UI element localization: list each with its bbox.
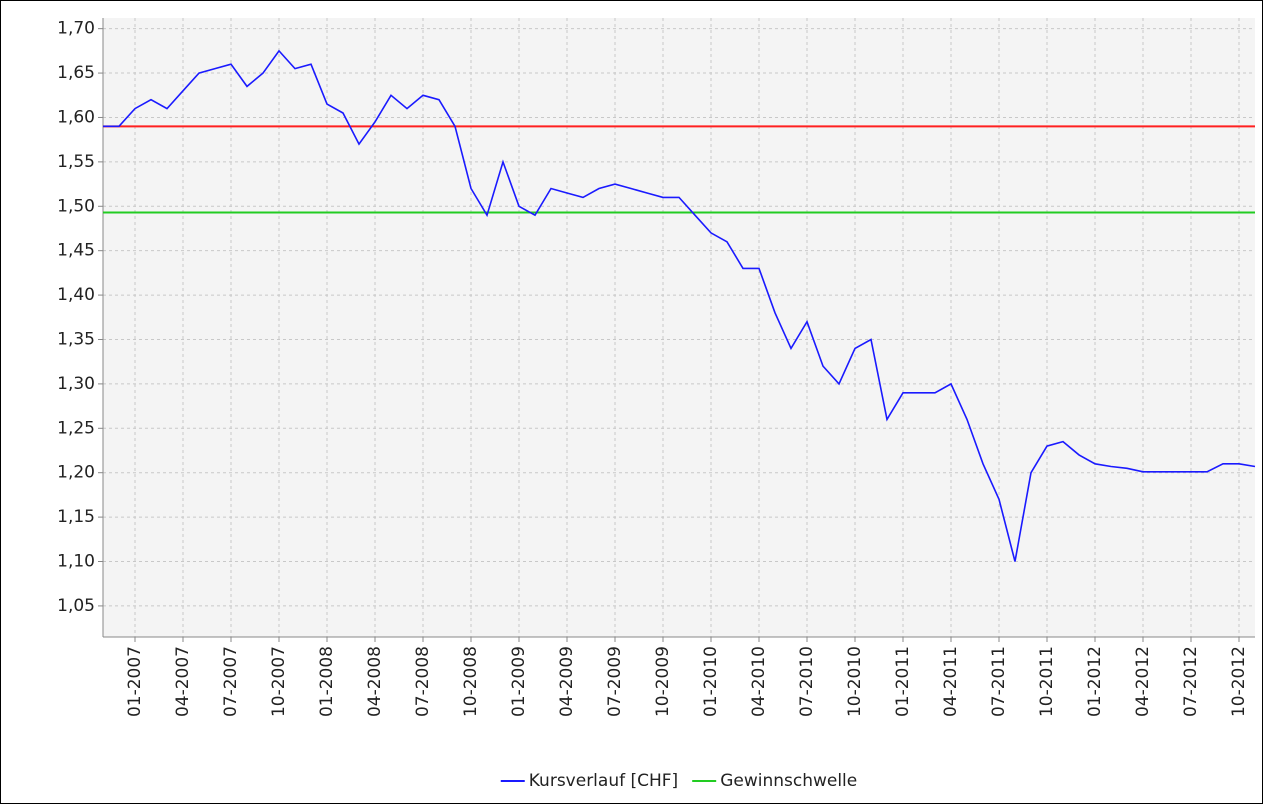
x-tick-label: 01-2010 xyxy=(701,646,721,717)
x-tick-label: 07-2010 xyxy=(797,646,817,717)
y-tick-label: 1,65 xyxy=(57,63,95,83)
y-tick-label: 1,45 xyxy=(57,241,95,261)
x-tick-label: 04-2007 xyxy=(173,646,193,717)
y-tick-label: 1,25 xyxy=(57,418,95,438)
y-tick-label: 1,55 xyxy=(57,152,95,172)
x-tick-label: 07-2009 xyxy=(605,646,625,717)
x-tick-label: 04-2008 xyxy=(365,646,385,717)
x-tick-label: 07-2011 xyxy=(989,646,1009,717)
x-tick-label: 07-2012 xyxy=(1181,646,1201,717)
x-tick-label: 04-2010 xyxy=(749,646,769,717)
x-tick-label: 01-2007 xyxy=(125,646,145,717)
y-tick-label: 1,40 xyxy=(57,285,95,305)
y-tick-label: 1,10 xyxy=(57,552,95,572)
y-tick-label: 1,70 xyxy=(57,19,95,39)
x-tick-label: 10-2012 xyxy=(1229,646,1249,717)
x-tick-label: 01-2009 xyxy=(509,646,529,717)
x-tick-label: 10-2009 xyxy=(653,646,673,717)
x-tick-label: 07-2007 xyxy=(221,646,241,717)
x-tick-label: 01-2008 xyxy=(317,646,337,717)
y-tick-label: 1,30 xyxy=(57,374,95,394)
data-line xyxy=(103,49,1256,562)
y-tick-label: 1,35 xyxy=(57,329,95,349)
y-tick-label: 1,60 xyxy=(57,107,95,127)
x-tick-label: 10-2007 xyxy=(269,646,289,717)
x-tick-label: 10-2011 xyxy=(1037,646,1057,717)
x-tick-label: 01-2011 xyxy=(893,646,913,717)
y-tick-label: 1,50 xyxy=(57,196,95,216)
x-tick-label: 07-2008 xyxy=(413,646,433,717)
y-tick-label: 1,05 xyxy=(57,596,95,616)
x-tick-label: 10-2008 xyxy=(461,646,481,717)
x-tick-label: 04-2011 xyxy=(941,646,961,717)
x-tick-label: 10-2010 xyxy=(845,646,865,717)
y-tick-label: 1,20 xyxy=(57,463,95,483)
x-tick-label: 01-2012 xyxy=(1085,646,1105,717)
x-tick-label: 04-2012 xyxy=(1133,646,1153,717)
legend-label: Kursverlauf [CHF] xyxy=(529,771,678,791)
y-tick-label: 1,15 xyxy=(57,507,95,527)
legend-label: Gewinnschwelle xyxy=(720,771,857,791)
plot-area xyxy=(103,18,1255,637)
x-tick-label: 04-2009 xyxy=(557,646,577,717)
